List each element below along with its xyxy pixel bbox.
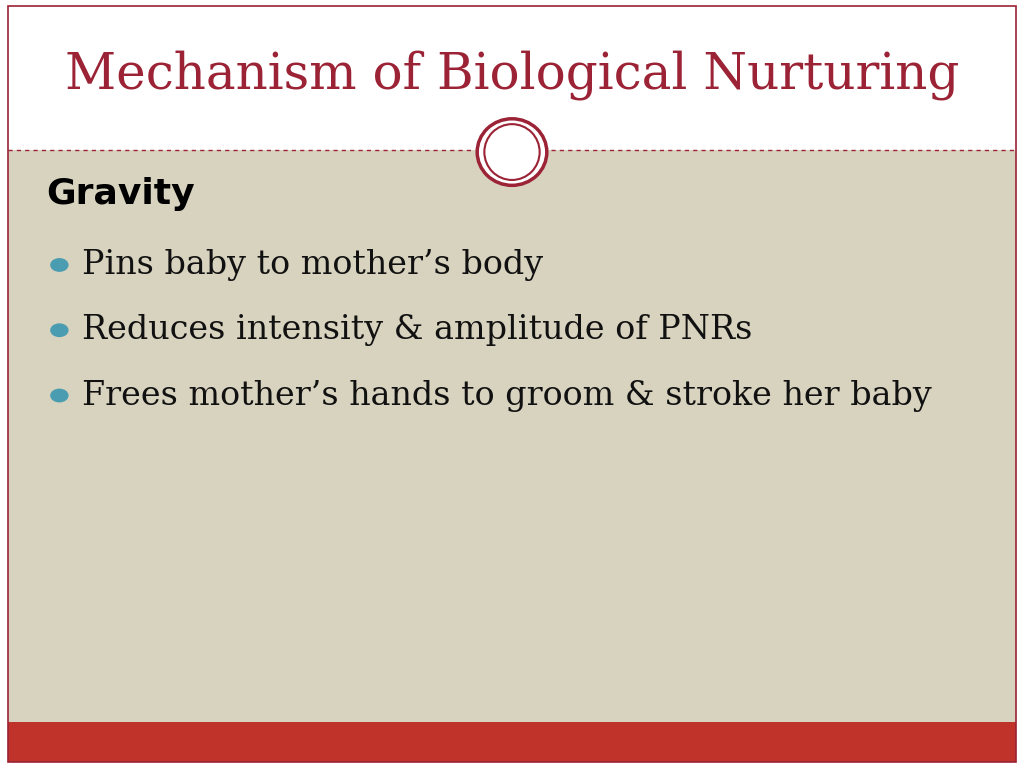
Ellipse shape <box>484 124 540 180</box>
Circle shape <box>50 323 69 337</box>
Circle shape <box>50 389 69 402</box>
Text: Gravity: Gravity <box>46 177 195 210</box>
Text: Mechanism of Biological Nurturing: Mechanism of Biological Nurturing <box>65 50 959 100</box>
FancyBboxPatch shape <box>8 722 1016 762</box>
Ellipse shape <box>477 119 547 185</box>
Text: Pins baby to mother’s body: Pins baby to mother’s body <box>82 249 543 281</box>
Circle shape <box>50 258 69 272</box>
Text: Frees mother’s hands to groom & stroke her baby: Frees mother’s hands to groom & stroke h… <box>82 379 932 412</box>
Text: Reduces intensity & amplitude of PNRs: Reduces intensity & amplitude of PNRs <box>82 314 753 346</box>
FancyBboxPatch shape <box>8 150 1016 722</box>
